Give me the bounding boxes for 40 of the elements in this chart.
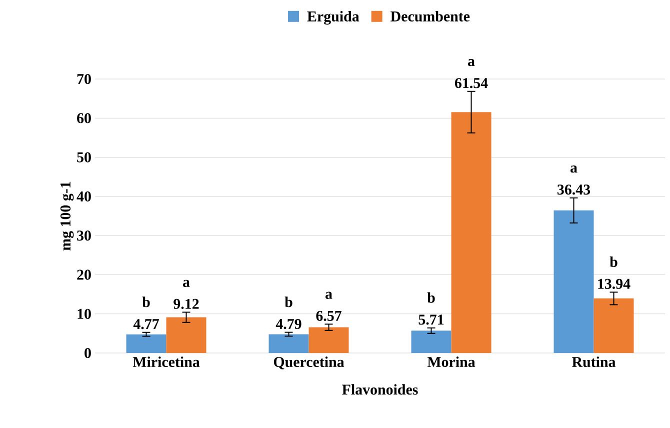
legend-label: Erguida <box>307 10 360 25</box>
y-tick-label: 10 <box>78 308 91 319</box>
y-tick-label: 0 <box>84 348 91 358</box>
y-axis-title: mg 100 g-1 <box>60 182 74 250</box>
bar <box>126 334 166 353</box>
annotation: b <box>142 296 150 308</box>
y-tick-label: 50 <box>77 152 91 162</box>
annotation: b <box>284 296 292 308</box>
annotation: a <box>183 280 190 288</box>
data-label: 4.79 <box>276 318 302 330</box>
annotation: b <box>427 292 435 303</box>
data-label: 4.77 <box>133 319 159 330</box>
bar <box>308 327 349 353</box>
x-tick-label: Morina <box>427 356 476 368</box>
x-tick-label: Miricetina <box>132 356 200 368</box>
data-label: 61.54 <box>454 78 488 88</box>
y-tick-label: 70 <box>77 74 91 84</box>
x-tick-label: Rutina <box>572 356 616 368</box>
annotation: a <box>570 166 578 173</box>
y-tick-label: 20 <box>77 270 91 280</box>
y-tick-label: 30 <box>77 230 91 241</box>
annotation: a <box>326 292 332 299</box>
y-tick-label: 60 <box>77 113 91 124</box>
bar <box>594 298 634 353</box>
data-label: 6.57 <box>316 310 342 321</box>
data-label: 9.12 <box>174 298 199 310</box>
data-label: 13.94 <box>598 278 630 289</box>
y-tick-label: 40 <box>76 191 91 202</box>
bar <box>166 317 206 353</box>
x-tick-label: Quercetina <box>274 356 344 370</box>
bar <box>411 330 452 353</box>
text: a <box>468 59 475 66</box>
data-label: 5.71 <box>418 314 444 325</box>
bar <box>554 210 594 353</box>
legend-label: Decumbente <box>390 10 470 22</box>
x-axis-title: Flavonoides <box>342 384 418 395</box>
bar <box>451 112 492 353</box>
bar <box>268 334 309 353</box>
data-label: 36.43 <box>558 184 590 195</box>
annotation: b <box>610 256 618 267</box>
